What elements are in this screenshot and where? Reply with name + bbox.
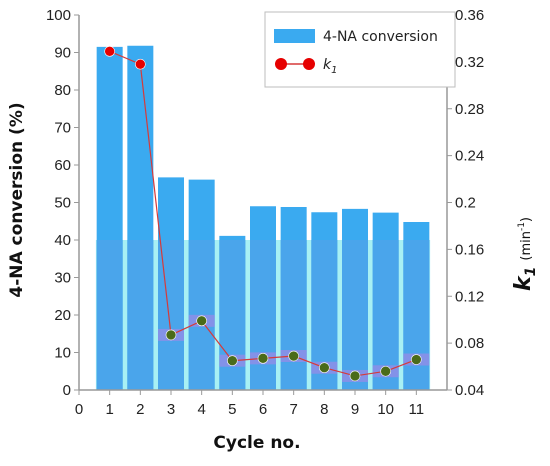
y-tick-label-100: 100 [46,7,71,24]
k1-point-cycle-4 [196,315,207,327]
x-tick-label-9: 9 [351,401,359,418]
bar-lower-cycle-1 [96,240,123,390]
legend-label-k1: k1 [323,57,337,76]
y-tick-label-90: 90 [54,45,71,62]
y-axis-title: 4-NA conversion (%) [7,102,27,297]
y2-tick-label-0.28: 0.28 [455,101,484,118]
k1-point-cycle-7 [288,350,299,362]
y2-tick-label-0.08: 0.08 [455,335,484,352]
k1-point-cycle-5 [227,355,238,367]
y-tick-label-10: 10 [54,345,71,362]
x-tick-label-7: 7 [289,401,297,418]
y-tick-label-30: 30 [54,270,71,287]
k1-point-cycle-6 [257,353,269,364]
bar-lower-cycle-11 [403,240,430,390]
y2-axis-title-k: k [511,275,536,291]
bar-lower-cycle-7 [280,240,307,390]
y2-tick-label-0.32: 0.32 [455,54,484,71]
legend-label-conversion: 4-NA conversion [323,29,438,45]
x-axis-title: Cycle no. [213,433,300,453]
x-tick-label-0: 0 [75,401,83,418]
y-tick-label-20: 20 [54,307,71,324]
y-tick-label-70: 70 [54,120,71,137]
y-tick-label-80: 80 [54,82,71,99]
x-tick-label-10: 10 [377,401,394,418]
y2-tick-label-0.12: 0.12 [455,288,484,305]
x-tick-label-5: 5 [228,401,236,418]
k1-point-cycle-8 [319,362,330,374]
k1-point-cycle-3 [165,329,177,341]
x-tick-label-2: 2 [136,401,144,418]
y-tick-label-0: 0 [63,382,71,399]
k1-point-cycle-10 [380,365,391,377]
legend-box [264,11,456,88]
k1-point-cycle-1 [104,46,115,57]
x-tick-label-6: 6 [259,401,267,418]
y2-tick-label-0.36: 0.36 [455,7,484,24]
x-tick-label-1: 1 [105,401,113,418]
legend-marker-k1-right [303,58,315,70]
bar-lower-cycle-5 [219,240,246,390]
bar-lower-cycle-2 [127,240,154,390]
y2-axis-title-unit-close: ) [519,217,534,222]
legend-label-k1-sub: 1 [331,65,337,76]
y-tick-label-50: 50 [54,195,71,212]
x-tick-label-3: 3 [167,401,175,418]
x-tick-label-8: 8 [320,401,328,418]
x-tick-label-4: 4 [197,401,205,418]
y2-axis-title: k1 (min-1) [511,217,539,291]
legend-label-k1-main: k [323,57,332,73]
bar-lower-cycle-6 [250,240,276,390]
y2-tick-label-0.04: 0.04 [455,382,484,399]
k1-point-cycle-2 [135,58,146,70]
bar-lower-cycle-3 [158,240,184,390]
y-tick-label-60: 60 [54,157,71,174]
bar-lower-cycle-10 [372,240,399,390]
legend-swatch-conversion [274,29,315,43]
k1-point-cycle-11 [411,354,422,365]
x-tick-label-11: 11 [409,401,425,418]
y2-tick-label-0.2: 0.2 [455,195,476,212]
y-tick-label-40: 40 [54,232,71,249]
bars-layer [96,45,430,390]
k1-point-cycle-9 [349,370,361,382]
y2-tick-label-0.16: 0.16 [455,241,484,258]
y2-axis-title-unit-exp: -1 [517,222,527,231]
y2-tick-label-0.24: 0.24 [455,148,484,165]
legend: 4-NA conversion k1 [264,11,456,88]
bar-lower-cycle-9 [342,240,368,390]
k1-markers-layer [104,46,422,382]
y2-axis-title-unit: (min [519,231,534,261]
legend-marker-k1-left [275,58,287,70]
y2-axis-title-sub: 1 [523,267,539,277]
